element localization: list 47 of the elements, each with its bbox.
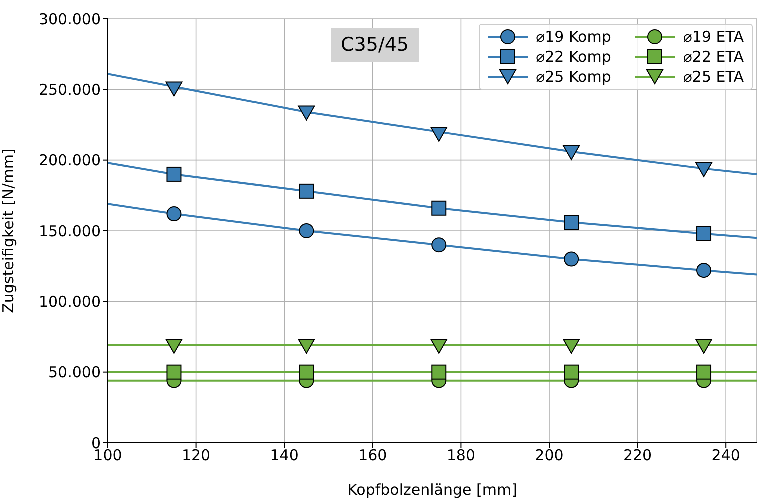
y-tick-label: 250.000 [38, 80, 101, 99]
legend-label: ⌀22 ETA [683, 48, 744, 66]
point [299, 224, 314, 238]
y-axis-title: Zugsteifigkeit [N/mm] [0, 148, 18, 314]
point [696, 263, 712, 278]
point [696, 162, 713, 178]
point [166, 338, 183, 354]
x-tick-label: 140 [270, 446, 299, 465]
annotation: C35/45 [331, 28, 420, 62]
x-tick-label: 180 [446, 446, 476, 465]
point [563, 338, 580, 354]
point [166, 166, 182, 182]
legend-label: ⌀25 ETA [683, 68, 744, 86]
y-tick-label: 50.000 [48, 364, 101, 382]
point [696, 364, 712, 380]
legend-label: ⌀25 Komp [536, 68, 612, 86]
y-tick-label: 150.000 [38, 222, 101, 240]
legend-label: ⌀19 ETA [683, 28, 744, 46]
y-tick-label: 100.000 [38, 292, 101, 311]
point [696, 226, 712, 242]
x-axis-title: Kopfbolzenlänge [mm] [348, 481, 518, 499]
point [299, 364, 314, 380]
point [432, 364, 447, 380]
x-tick-label: 120 [182, 446, 211, 465]
point [430, 338, 448, 354]
legend-label: ⌀22 Komp [536, 48, 612, 66]
point [563, 145, 580, 160]
point [564, 364, 580, 380]
point [298, 338, 316, 354]
point [299, 184, 314, 199]
point [166, 364, 182, 380]
point [432, 200, 447, 216]
point [696, 338, 713, 354]
point [166, 206, 182, 222]
x-tick-label: 240 [712, 446, 740, 465]
point [564, 252, 580, 267]
x-tick-label: 220 [623, 446, 652, 465]
point [432, 238, 447, 253]
y-tick-label: 300.000 [38, 10, 101, 28]
point [564, 215, 580, 230]
point [430, 126, 448, 142]
x-tick-label: 200 [535, 446, 564, 465]
legend-label: ⌀19 Komp [536, 28, 612, 46]
point [298, 106, 316, 121]
point [166, 82, 183, 97]
x-tick-label: 160 [358, 446, 388, 465]
y-tick-label: 200.000 [38, 152, 101, 170]
